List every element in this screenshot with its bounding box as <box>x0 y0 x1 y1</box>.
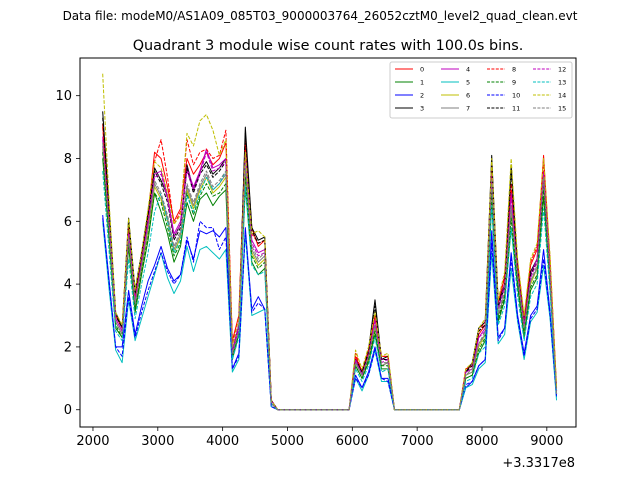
x-tick-label: 2000 <box>76 434 109 449</box>
suptitle: Data file: modeM0/AS1A09_085T03_90000037… <box>63 9 578 23</box>
y-tick-label: 0 <box>64 403 72 418</box>
legend-item-4: 4 <box>441 65 470 73</box>
legend-item-15: 15 <box>533 104 566 112</box>
legend-item-5: 5 <box>441 78 470 86</box>
legend-item-3: 3 <box>395 104 424 112</box>
legend-label-3: 3 <box>420 104 424 112</box>
x-tick-label: 8000 <box>465 434 498 449</box>
x-tick-label: 7000 <box>401 434 434 449</box>
y-tick-label: 10 <box>55 89 72 104</box>
series-line-12 <box>102 139 558 411</box>
legend-label-2: 2 <box>420 91 424 99</box>
legend-label-14: 14 <box>558 91 566 99</box>
x-tick-label: 4000 <box>206 434 239 449</box>
legend-label-10: 10 <box>512 91 520 99</box>
series-line-15 <box>102 142 558 411</box>
legend-label-5: 5 <box>466 78 470 86</box>
legend-label-15: 15 <box>558 104 566 112</box>
y-tick-label: 4 <box>64 278 72 293</box>
legend-item-7: 7 <box>441 104 470 112</box>
legend-label-7: 7 <box>466 104 470 112</box>
series-line-14 <box>102 73 558 411</box>
legend-item-13: 13 <box>533 78 566 86</box>
series-line-8 <box>102 127 558 411</box>
legend-label-13: 13 <box>558 78 566 86</box>
series-layer <box>102 73 558 411</box>
legend-item-1: 1 <box>395 78 424 86</box>
y-tick-label: 2 <box>64 340 72 355</box>
legend-item-9: 9 <box>487 78 516 86</box>
legend-frame <box>389 61 573 119</box>
legend-label-6: 6 <box>466 91 470 99</box>
x-axis: 2000 3000 4000 5000 6000 7000 8000 9000 <box>76 427 563 449</box>
legend-item-12: 12 <box>533 65 566 73</box>
y-tick-label: 6 <box>64 215 72 230</box>
x-tick-label: 6000 <box>336 434 369 449</box>
legend-item-6: 6 <box>441 91 470 99</box>
series-line-11 <box>102 117 558 411</box>
legend-item-11: 11 <box>487 104 520 112</box>
legend-item-10: 10 <box>487 91 520 99</box>
legend-label-4: 4 <box>466 65 470 73</box>
y-tick-label: 8 <box>64 152 72 167</box>
series-line-9 <box>102 152 558 411</box>
x-tick-label: 5000 <box>271 434 304 449</box>
legend-label-1: 1 <box>420 78 424 86</box>
legend-item-2: 2 <box>395 91 424 99</box>
x-offset-label: +3.3317e8 <box>502 456 575 471</box>
x-tick-label: 9000 <box>530 434 563 449</box>
legend-item-0: 0 <box>395 65 424 73</box>
legend-label-9: 9 <box>512 78 516 86</box>
axes-frame <box>79 57 577 428</box>
chart-title: Quadrant 3 module wise count rates with … <box>133 38 524 54</box>
legend-item-8: 8 <box>487 65 516 73</box>
legend-item-14: 14 <box>533 91 566 99</box>
legend-label-8: 8 <box>512 65 516 73</box>
legend-label-12: 12 <box>558 65 566 73</box>
plot-area: 2000 3000 4000 5000 6000 7000 8000 9000 0246810… <box>55 57 577 471</box>
series-line-10 <box>102 218 558 411</box>
y-axis: 0 2 4 6 8 10 <box>55 89 80 418</box>
x-tick-label: 3000 <box>141 434 174 449</box>
legend-label-11: 11 <box>512 104 520 112</box>
legend-label-0: 0 <box>420 65 424 73</box>
